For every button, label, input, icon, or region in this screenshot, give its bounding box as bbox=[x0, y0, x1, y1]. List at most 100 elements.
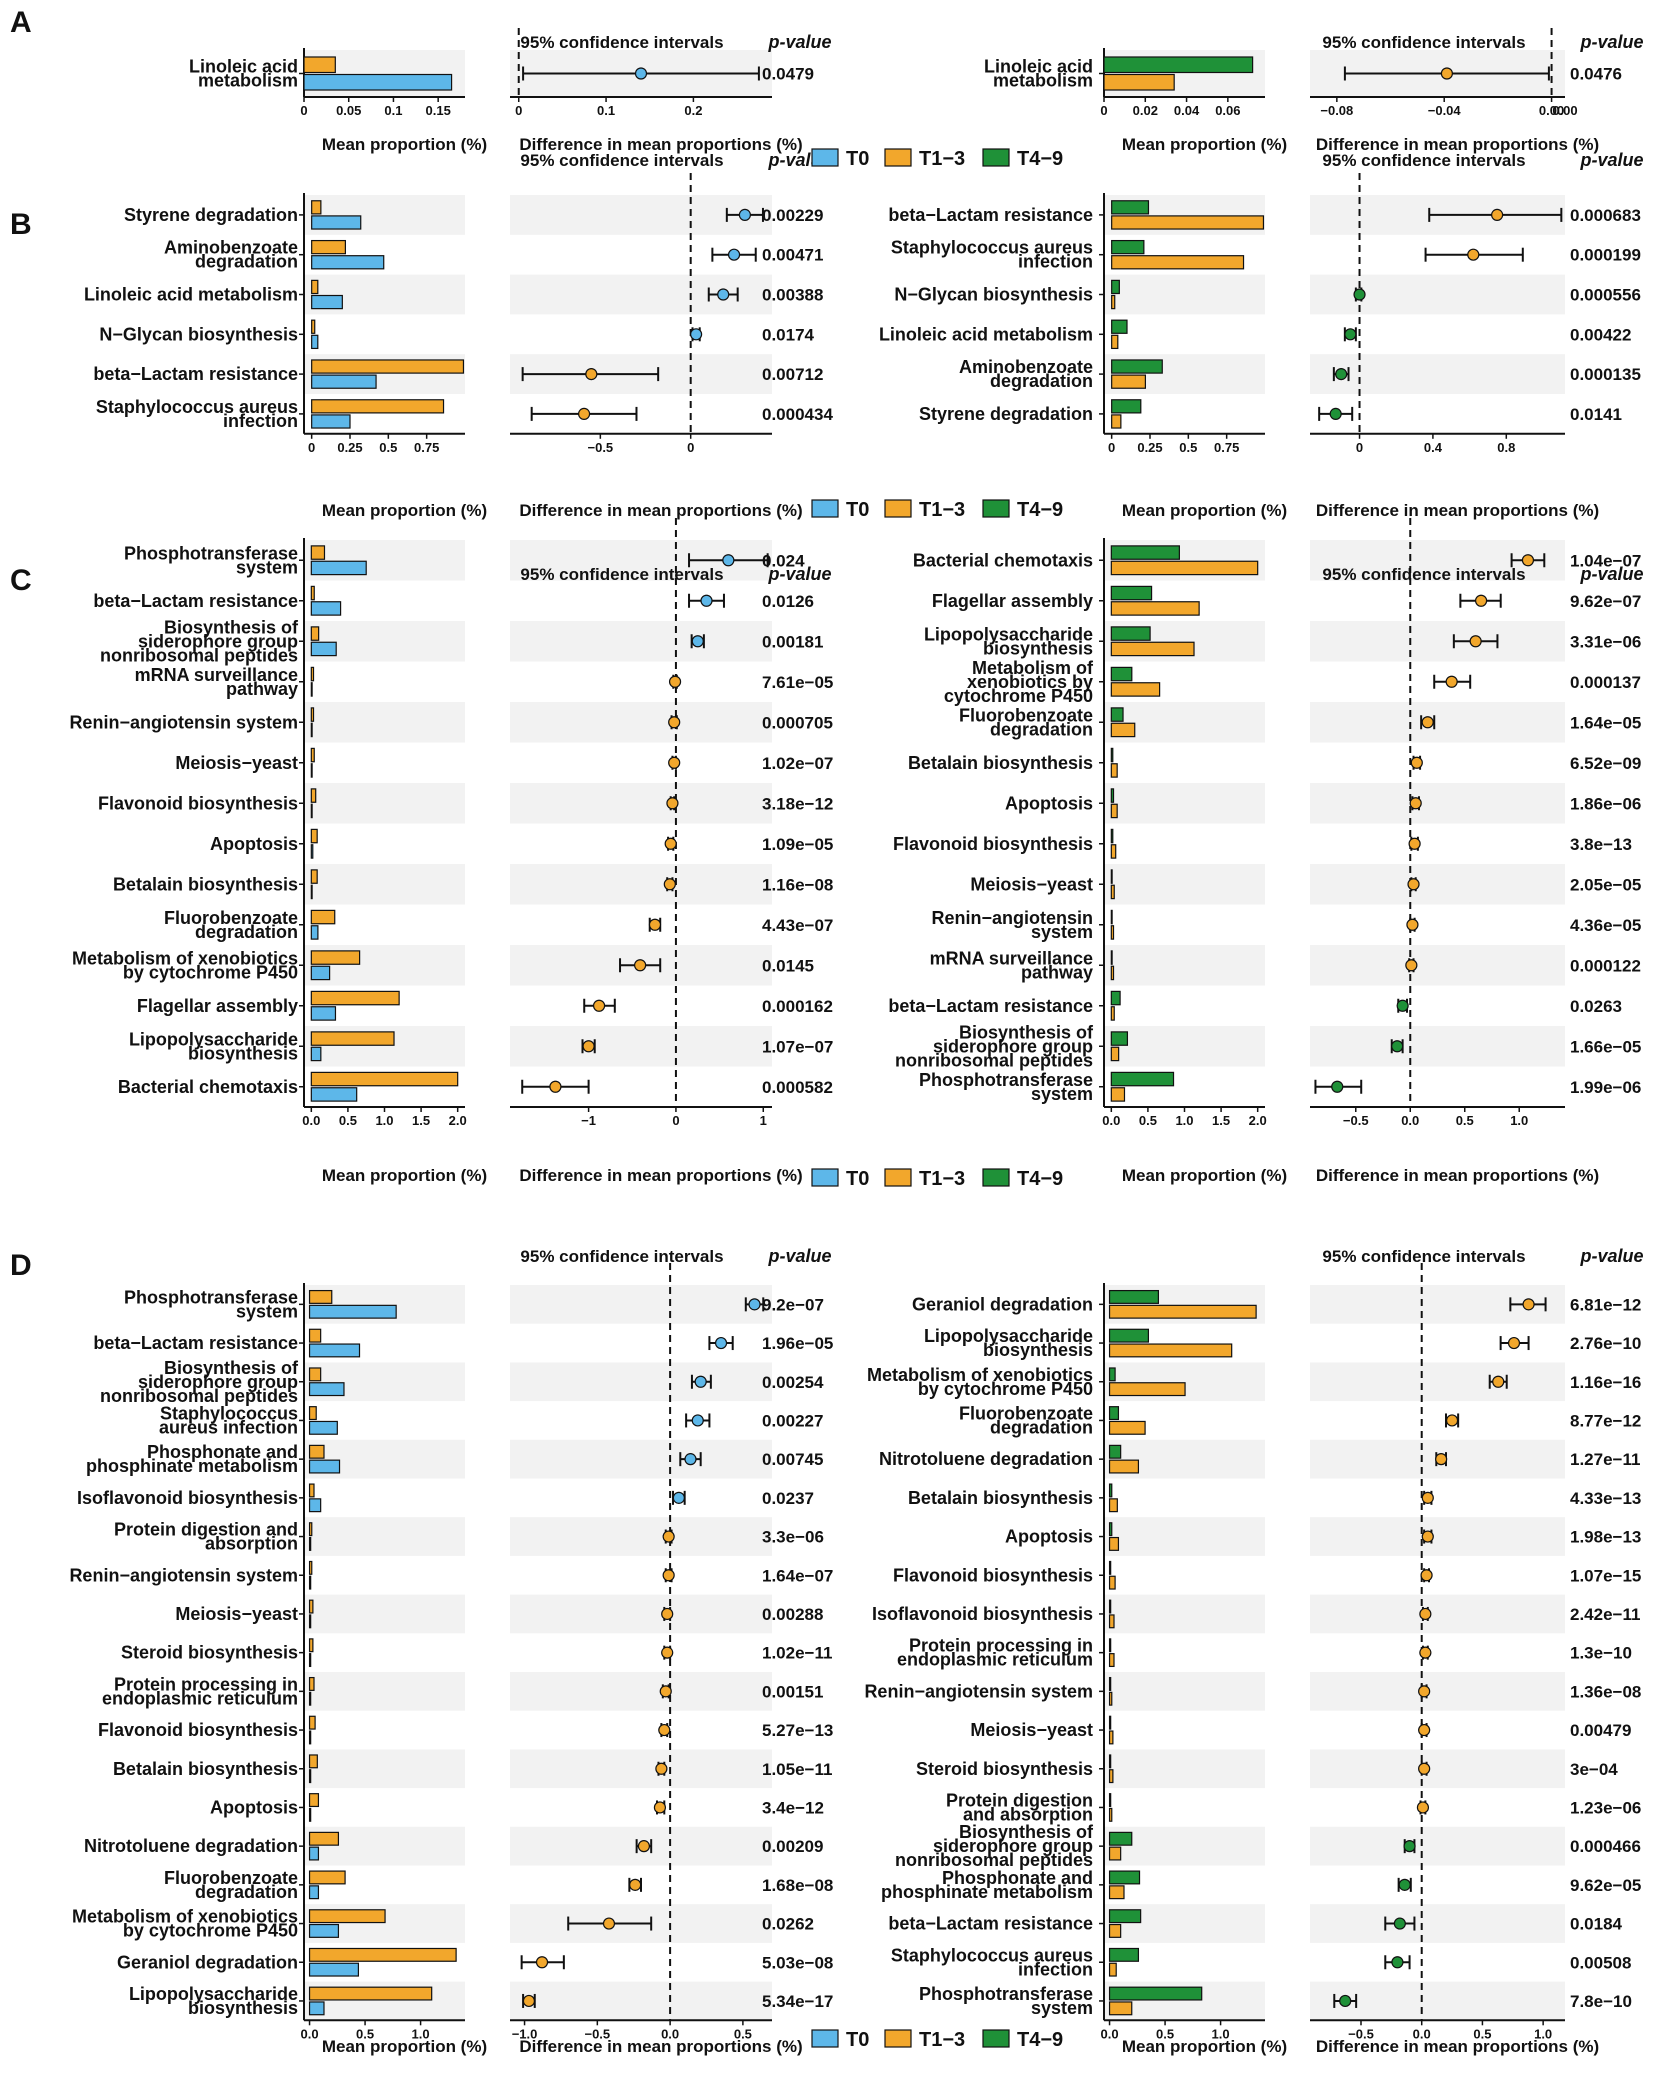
bar-t1-3 bbox=[1110, 601, 1200, 616]
bar-t1-3 bbox=[311, 279, 319, 295]
legend-swatch bbox=[884, 148, 912, 167]
ci-row-stripe bbox=[1310, 945, 1565, 986]
diff-point bbox=[602, 1917, 616, 1930]
pathway-label: N−Glycan biosynthesis bbox=[894, 285, 1093, 305]
p-value-text: 3.4e−12 bbox=[762, 1798, 824, 1817]
diff-point bbox=[634, 959, 647, 972]
pathway-label: Geraniol degradation bbox=[912, 1294, 1093, 1314]
p-value-text: 0.00712 bbox=[762, 365, 823, 384]
bar-t1-3 bbox=[1110, 763, 1118, 778]
diff-point bbox=[668, 716, 681, 729]
p-value-text: 0.000199 bbox=[1570, 246, 1641, 265]
pathway-label: Flagellar assembly bbox=[137, 996, 298, 1016]
bar-t1-3 bbox=[1110, 925, 1115, 940]
legend-label: T0 bbox=[846, 499, 869, 521]
diff-point bbox=[1331, 1080, 1344, 1093]
diff-axis-title: Difference in mean proportions (%) bbox=[1316, 1166, 1599, 1185]
p-value-text: 0.00151 bbox=[762, 1682, 823, 1701]
bar-t4-9 bbox=[1108, 1870, 1141, 1885]
p-value-text: 0.00229 bbox=[762, 206, 823, 225]
diff-axis-title: Difference in mean proportions (%) bbox=[1316, 135, 1599, 154]
legend-swatch bbox=[884, 1168, 912, 1187]
pathway-label: siderophore group bbox=[933, 1836, 1093, 1856]
diff-point bbox=[662, 1530, 675, 1543]
bar-t0 bbox=[308, 1923, 340, 1938]
pathway-label: metabolism bbox=[198, 71, 298, 91]
bar-t0 bbox=[310, 925, 319, 940]
row-stripe bbox=[1104, 1672, 1265, 1711]
diff-point bbox=[1467, 248, 1480, 261]
row-stripe bbox=[304, 783, 465, 824]
comparison-B-right: 0 0.25 0.5 0.75 0 0.4 0.8 beta−Lactam resistanc… bbox=[879, 150, 1644, 520]
bar-t4-9 bbox=[1110, 828, 1114, 844]
bar-t4-9 bbox=[1110, 545, 1180, 560]
bar-t4-9 bbox=[1108, 1715, 1112, 1730]
pathway-label: Isoflavonoid biosynthesis bbox=[872, 1604, 1093, 1624]
bar-t4-9 bbox=[1108, 1638, 1112, 1653]
bar-t1-3 bbox=[308, 1367, 322, 1382]
diff-point bbox=[666, 797, 679, 810]
pathway-label: biosynthesis bbox=[188, 1998, 298, 2018]
p-value-text: 4.36e−05 bbox=[1570, 916, 1641, 935]
bar-t1-3 bbox=[310, 869, 318, 884]
diff-tick-label: 0 bbox=[672, 1113, 679, 1128]
bar-t1-3 bbox=[310, 1031, 395, 1046]
p-value-text: 3.18e−12 bbox=[762, 794, 833, 813]
bar-t1-3 bbox=[308, 1599, 314, 1614]
bar-t1-3 bbox=[308, 1406, 317, 1421]
row-stripe bbox=[304, 1672, 465, 1711]
legend-panel-A: T0 T1−3 T4−9 bbox=[811, 148, 1063, 170]
p-value-text: 3.31e−06 bbox=[1570, 632, 1641, 651]
ci-header: 95% confidence intervals bbox=[1322, 565, 1525, 584]
pathway-label: by cytochrome P450 bbox=[918, 1379, 1093, 1399]
mean-tick-label: 2.0 bbox=[449, 1113, 467, 1128]
pathway-label: Steroid biosynthesis bbox=[121, 1643, 298, 1663]
diff-point bbox=[1393, 1917, 1406, 1930]
pathway-label: Linoleic acid metabolism bbox=[879, 324, 1093, 344]
mean-tick-label: 0.5 bbox=[339, 1113, 357, 1128]
bar-t4-9 bbox=[1108, 1522, 1113, 1537]
pathway-label: Apoptosis bbox=[1005, 1527, 1093, 1547]
diff-point bbox=[634, 67, 648, 80]
p-value-text: 7.61e−05 bbox=[762, 673, 833, 692]
mean-tick-label: 1.0 bbox=[375, 1113, 393, 1128]
p-value-text: 1.3e−10 bbox=[1570, 1644, 1632, 1663]
pathway-label: Flavonoid biosynthesis bbox=[98, 1720, 298, 1740]
diff-tick-label: −0.5 bbox=[588, 440, 614, 455]
pathway-label: system bbox=[236, 557, 298, 577]
pathway-label: Fluorobenzoate bbox=[959, 1403, 1093, 1423]
diff-point bbox=[629, 1878, 642, 1891]
bar-t0 bbox=[310, 844, 314, 859]
diff-point bbox=[549, 1080, 562, 1093]
p-value-text: 1.02e−11 bbox=[762, 1644, 832, 1663]
diff-point bbox=[691, 1414, 704, 1427]
diff-point bbox=[664, 837, 677, 850]
bar-t0 bbox=[308, 1691, 312, 1706]
pathway-label: system bbox=[1031, 1998, 1093, 2018]
pathway-label: Staphylococcus aureus bbox=[891, 238, 1093, 258]
bar-t1-3 bbox=[1108, 1653, 1115, 1668]
pathway-label: Protein processing in bbox=[114, 1674, 298, 1694]
pathway-label: Flavonoid biosynthesis bbox=[893, 1565, 1093, 1585]
legend-swatch bbox=[884, 499, 912, 518]
mean-tick-label: 1.5 bbox=[412, 1113, 430, 1128]
p-value-text: 2.42e−11 bbox=[1570, 1605, 1640, 1624]
p-value-header: p-value bbox=[767, 564, 831, 584]
bar-t1-3 bbox=[310, 545, 326, 560]
diff-tick-label: 0.0 bbox=[1401, 1113, 1419, 1128]
bar-t1-3 bbox=[1111, 215, 1265, 230]
bar-t1-3 bbox=[310, 1071, 459, 1087]
ci-row-stripe bbox=[510, 621, 772, 662]
panel-label-A: A bbox=[10, 6, 32, 39]
bar-t1-3 bbox=[308, 1328, 322, 1343]
bar-t1-3 bbox=[308, 1870, 346, 1885]
bar-t4-9 bbox=[1108, 1831, 1133, 1846]
legend-label: T4−9 bbox=[1017, 2029, 1063, 2051]
bar-t1-3 bbox=[1108, 1343, 1233, 1358]
mean-tick-label: 0.0 bbox=[302, 1113, 320, 1128]
ci-row-stripe bbox=[510, 1026, 772, 1067]
p-value-text: 0.00479 bbox=[1570, 1721, 1631, 1740]
p-value-header: p-value bbox=[1579, 564, 1643, 584]
legend-label: T0 bbox=[846, 148, 869, 170]
